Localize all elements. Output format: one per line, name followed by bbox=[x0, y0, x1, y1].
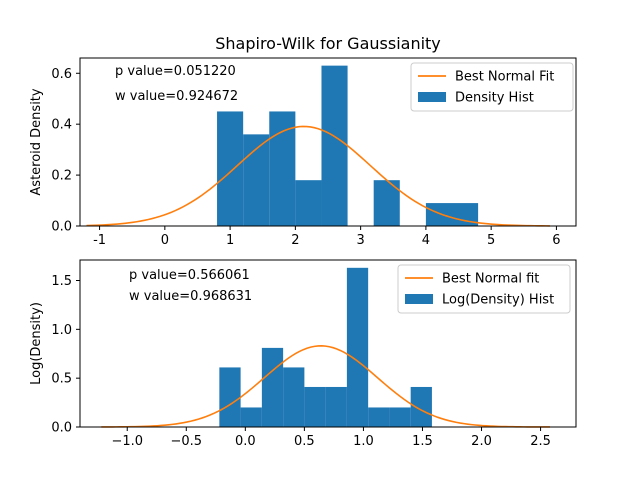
legend-bar-swatch bbox=[418, 92, 446, 102]
x-tick-label: 1.5 bbox=[412, 434, 433, 449]
x-tick-label: 1.0 bbox=[353, 434, 374, 449]
chart-panel-2: −1.0 −0.5 0.0 0.5 1.0 1.5 2.0 2.5 0.0 0.5 1.0 1.5 Lo… bbox=[29, 259, 577, 449]
x-tick-label: −1.0 bbox=[111, 434, 143, 449]
chart-title: Shapiro-Wilk for Gaussianity bbox=[215, 34, 441, 53]
normal-fit-curve bbox=[101, 345, 551, 428]
histogram-bar bbox=[295, 180, 322, 226]
x-tick-label: -1 bbox=[93, 233, 106, 248]
p-value-annotation: p value=0.566061 bbox=[129, 268, 250, 283]
histogram-bar bbox=[346, 267, 369, 427]
legend-label-hist: Log(Density) Hist bbox=[442, 293, 554, 308]
y-tick-label: 1.5 bbox=[51, 274, 72, 289]
histogram-bar bbox=[321, 65, 348, 227]
y-tick-label: 0.0 bbox=[51, 220, 72, 235]
histogram-bar bbox=[452, 203, 479, 226]
y-tick-label: 0.4 bbox=[51, 118, 72, 133]
x-tick-label: 3 bbox=[356, 233, 364, 248]
x-tick-label: 5 bbox=[487, 233, 495, 248]
histogram-bar bbox=[325, 386, 347, 427]
histogram-bar bbox=[283, 367, 305, 427]
y-axis-label: Asteroid Density bbox=[29, 88, 44, 195]
legend-label-fit: Best Normal Fit bbox=[455, 70, 554, 85]
x-tick-label: 2.0 bbox=[471, 434, 492, 449]
histogram-bar bbox=[217, 111, 244, 226]
x-tick-label: 2.5 bbox=[530, 434, 551, 449]
histogram-bar bbox=[410, 386, 432, 427]
w-value-annotation: w value=0.968631 bbox=[129, 289, 252, 304]
histogram-bar bbox=[389, 407, 411, 427]
legend-label-hist: Density Hist bbox=[455, 91, 534, 106]
legend-label-fit: Best Normal fit bbox=[442, 272, 539, 287]
histogram-bar bbox=[304, 386, 326, 427]
y-tick-label: 0.6 bbox=[51, 67, 72, 82]
x-tick-label: 2 bbox=[291, 233, 299, 248]
y-tick-label: 0.5 bbox=[51, 372, 72, 387]
x-tick-label: 0.5 bbox=[294, 434, 315, 449]
histogram-bar bbox=[240, 407, 262, 427]
x-tick-label: 0.0 bbox=[235, 434, 256, 449]
histogram-bar bbox=[425, 203, 452, 226]
y-tick-label: 0.0 bbox=[51, 421, 72, 436]
chart-panel-1: Shapiro-Wilk for Gaussianity -1 0 1 2 3 4 5 6 0.0… bbox=[29, 34, 577, 248]
y-tick-label: 0.2 bbox=[51, 169, 72, 184]
x-tick-label: 1 bbox=[226, 233, 234, 248]
x-tick-label: 0 bbox=[161, 233, 169, 248]
x-tick-label: −0.5 bbox=[170, 434, 202, 449]
histogram-bar bbox=[269, 111, 296, 226]
legend-box bbox=[410, 62, 574, 112]
x-tick-label: 4 bbox=[422, 233, 430, 248]
y-axis-label: Log(Density) bbox=[29, 302, 44, 385]
histogram-bar bbox=[219, 367, 241, 427]
y-tick-label: 1.0 bbox=[51, 323, 72, 338]
p-value-annotation: p value=0.051220 bbox=[115, 64, 236, 79]
histogram-bar bbox=[261, 347, 284, 427]
plot-frame bbox=[79, 57, 577, 227]
x-tick-label: 6 bbox=[552, 233, 560, 248]
w-value-annotation: w value=0.924672 bbox=[115, 89, 238, 104]
histogram-bar bbox=[368, 407, 390, 427]
legend-box bbox=[397, 264, 571, 314]
legend-bar-swatch bbox=[405, 294, 433, 304]
normal-fit-curve bbox=[86, 125, 550, 227]
plot-frame bbox=[79, 259, 577, 428]
legend: Best Normal Fit Density Hist bbox=[410, 62, 574, 112]
legend: Best Normal fit Log(Density) Hist bbox=[397, 264, 571, 314]
